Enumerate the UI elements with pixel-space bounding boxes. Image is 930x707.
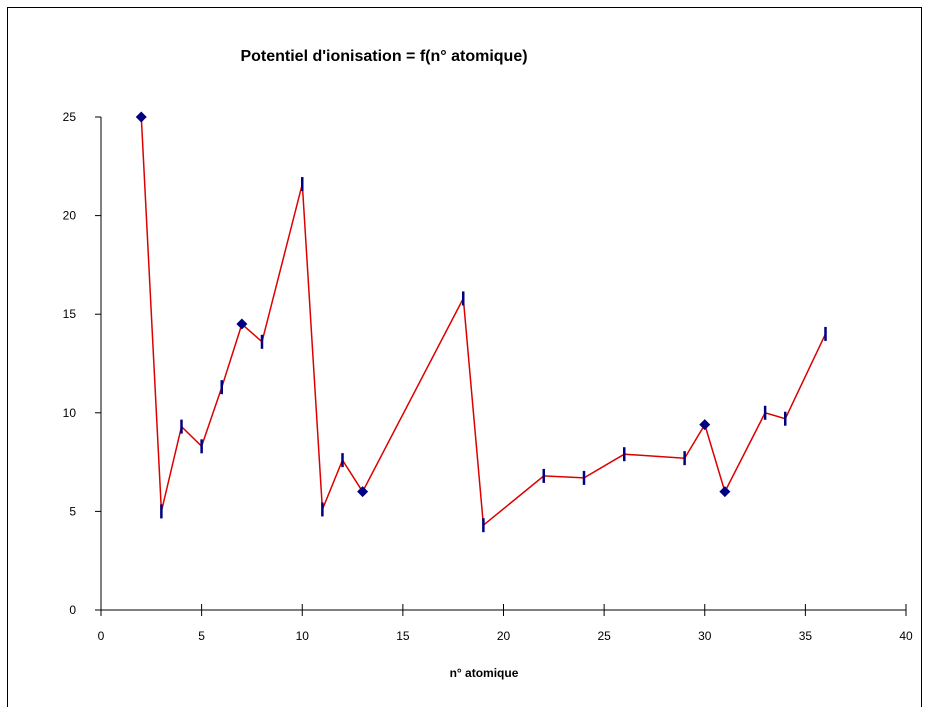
x-tick-label: 20 (497, 629, 511, 643)
chart-title: Potentiel d'ionisation = f(n° atomique) (240, 48, 527, 65)
plot-area (135, 111, 827, 533)
y-tick-label: 15 (63, 307, 77, 321)
x-tick-label: 5 (198, 629, 205, 643)
y-tick-label: 5 (69, 504, 76, 518)
y-tick-label: 0 (69, 603, 76, 617)
axes: 0 5 10 15 20 25 30 35 40 0 5 10 15 20 25 (63, 110, 913, 643)
x-tick-label: 0 (98, 629, 105, 643)
data-point-diamond (719, 486, 731, 498)
data-point-diamond (357, 486, 369, 498)
x-tick-label: 25 (597, 629, 611, 643)
x-tick-label: 40 (899, 629, 913, 643)
data-point-diamond (699, 419, 711, 431)
series-line (140, 116, 827, 527)
y-tick-label: 20 (63, 209, 77, 223)
x-tick-label: 35 (799, 629, 813, 643)
data-point-diamond (236, 318, 248, 330)
y-tick-label: 25 (63, 110, 77, 124)
x-tick-label: 30 (698, 629, 712, 643)
x-axis-title: n° atomique (450, 666, 519, 680)
x-tick-label: 10 (296, 629, 310, 643)
x-tick-label: 15 (396, 629, 410, 643)
chart-frame (7, 7, 922, 707)
y-tick-label: 10 (63, 406, 77, 420)
data-point-diamond (135, 111, 147, 123)
